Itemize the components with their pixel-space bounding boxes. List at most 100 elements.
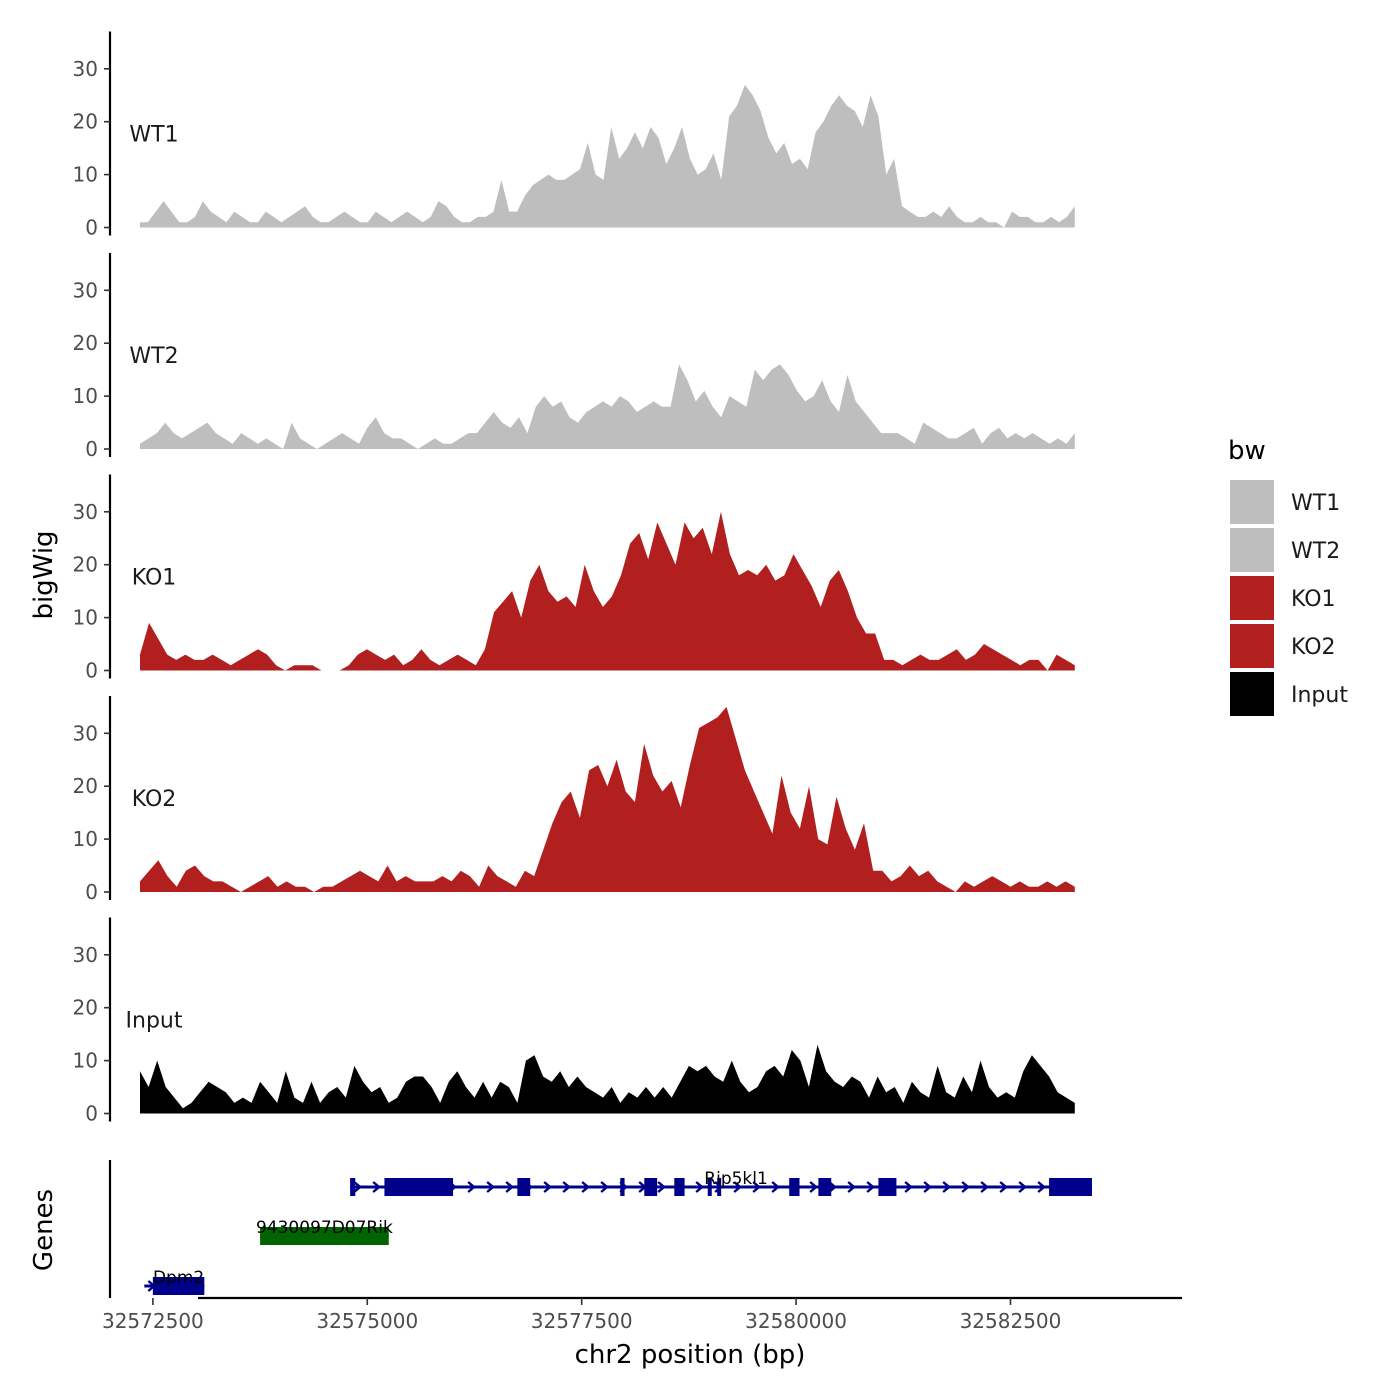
x-tick-label: 32577500 — [531, 1309, 633, 1333]
track-ko2: 0 10 20 30 KO2 — [73, 696, 1075, 904]
gene-label-dpm2: Dpm2 — [153, 1268, 204, 1288]
y-tick-label: 30 — [73, 943, 98, 967]
gene-exon — [350, 1178, 356, 1196]
strand-arrow-icon — [543, 1181, 553, 1193]
legend-swatch — [1230, 672, 1274, 716]
x-tick-label: 32582500 — [960, 1309, 1062, 1333]
gene-exon — [517, 1178, 531, 1196]
strand-arrow-icon — [866, 1181, 876, 1193]
y-tick-label: 20 — [73, 110, 98, 134]
strand-arrow-icon — [847, 1181, 857, 1193]
y-tick-label: 0 — [85, 880, 98, 904]
legend-label: KO1 — [1291, 587, 1336, 612]
strand-arrow-icon — [980, 1181, 990, 1193]
strand-arrow-icon — [486, 1181, 496, 1193]
signal-area-ko2 — [140, 706, 1075, 892]
y-tick-label: 0 — [85, 216, 98, 240]
y-tick-label: 20 — [73, 774, 98, 798]
strand-arrow-icon — [904, 1181, 914, 1193]
gene-dpm2: Dpm2 — [144, 1268, 205, 1295]
legend-label: WT2 — [1291, 539, 1340, 564]
strand-arrow-icon — [505, 1181, 515, 1193]
legend-label: KO2 — [1291, 635, 1336, 660]
y-tick-label: 30 — [73, 500, 98, 524]
gene-exon — [644, 1178, 658, 1196]
gene-exon — [717, 1178, 722, 1196]
track-label-wt2: WT2 — [129, 344, 178, 369]
y-tick-label: 30 — [73, 57, 98, 81]
strand-arrow-icon — [961, 1181, 971, 1193]
strand-arrow-icon — [353, 1181, 363, 1193]
gene-exon — [878, 1178, 897, 1196]
y-tick-label: 10 — [73, 827, 98, 851]
x-tick-label: 32580000 — [745, 1309, 847, 1333]
signal-area-input — [140, 1044, 1075, 1114]
legend-swatch — [1230, 624, 1274, 668]
gene-track: Rip5kl1 9430097D07Rik Dpm2 — [108, 1160, 1092, 1298]
strand-arrow-icon — [733, 1181, 743, 1193]
strand-arrow-icon — [771, 1181, 781, 1193]
legend-label: Input — [1291, 683, 1348, 708]
signal-tracks: 0 10 20 30 WT1 0 10 20 30 WT2 0 10 20 30 KO1 0 10 20 30 KO2… — [73, 31, 1075, 1126]
strand-arrow-icon — [752, 1181, 762, 1193]
legend-entry-wt1: WT1 — [1230, 480, 1340, 524]
legend-swatch — [1230, 528, 1274, 572]
x-tick-label: 32575000 — [316, 1309, 418, 1333]
strand-arrow-icon — [809, 1181, 819, 1193]
y-tick-label: 10 — [73, 163, 98, 187]
y-tick-label: 0 — [85, 1102, 98, 1126]
legend: bw WT1 WT2 KO1 KO2 Input — [1228, 436, 1348, 716]
legend-entry-wt2: WT2 — [1230, 528, 1340, 572]
y-axis-title: bigWig — [29, 530, 59, 619]
gene-exon — [620, 1178, 625, 1196]
legend-entry-input: Input — [1230, 672, 1348, 716]
strand-arrow-icon — [467, 1181, 477, 1193]
track-input: 0 10 20 30 Input — [73, 917, 1075, 1126]
x-axis: 32572500 32575000 32577500 32580000 32582500 — [102, 1296, 1182, 1333]
y-tick-label: 10 — [73, 1049, 98, 1073]
signal-area-ko1 — [140, 511, 1075, 671]
gene-exon — [260, 1227, 389, 1245]
track-label-ko2: KO2 — [132, 787, 177, 812]
legend-entry-ko1: KO1 — [1230, 576, 1336, 620]
gene-label-9430097d07rik: 9430097D07Rik — [256, 1218, 393, 1238]
track-wt2: 0 10 20 30 WT2 — [73, 253, 1075, 461]
y-tick-label: 0 — [85, 437, 98, 461]
strand-arrow-icon — [923, 1181, 933, 1193]
legend-label: WT1 — [1291, 491, 1340, 516]
track-label-input: Input — [126, 1009, 183, 1034]
y-tick-label: 20 — [73, 996, 98, 1020]
gene-rip5kl1: Rip5kl1 — [350, 1169, 1092, 1196]
strand-arrow-icon — [600, 1181, 610, 1193]
gene-label-rip5kl1: Rip5kl1 — [704, 1169, 768, 1189]
y-tick-label: 10 — [73, 384, 98, 408]
track-ko1: 0 10 20 30 KO1 — [73, 474, 1075, 683]
strand-arrow-icon — [562, 1181, 572, 1193]
gene-exon — [789, 1178, 800, 1196]
y-tick-label: 10 — [73, 606, 98, 630]
y-tick-label: 20 — [73, 331, 98, 355]
signal-area-wt2 — [140, 364, 1075, 449]
track-label-wt1: WT1 — [129, 123, 178, 148]
x-axis-title: chr2 position (bp) — [575, 1340, 806, 1370]
gene-exon — [384, 1178, 454, 1196]
gene-exon — [818, 1178, 832, 1196]
y-tick-label: 30 — [73, 278, 98, 302]
strand-arrow-icon — [581, 1181, 591, 1193]
legend-swatch — [1230, 480, 1274, 524]
gene-exon — [674, 1178, 685, 1196]
legend-title: bw — [1228, 436, 1266, 466]
gene-exon — [152, 1277, 205, 1295]
strand-arrow-icon — [695, 1181, 705, 1193]
gene-9430097d07rik: 9430097D07Rik — [256, 1218, 393, 1245]
legend-swatch — [1230, 576, 1274, 620]
y-tick-label: 0 — [85, 659, 98, 683]
track-label-ko1: KO1 — [132, 566, 177, 591]
legend-entry-ko2: KO2 — [1230, 624, 1336, 668]
genes-axis-title: Genes — [29, 1189, 59, 1271]
strand-arrow-icon — [1018, 1181, 1028, 1193]
gene-exon — [1049, 1178, 1092, 1196]
strand-arrow-icon — [942, 1181, 952, 1193]
gene-exon — [707, 1178, 712, 1196]
